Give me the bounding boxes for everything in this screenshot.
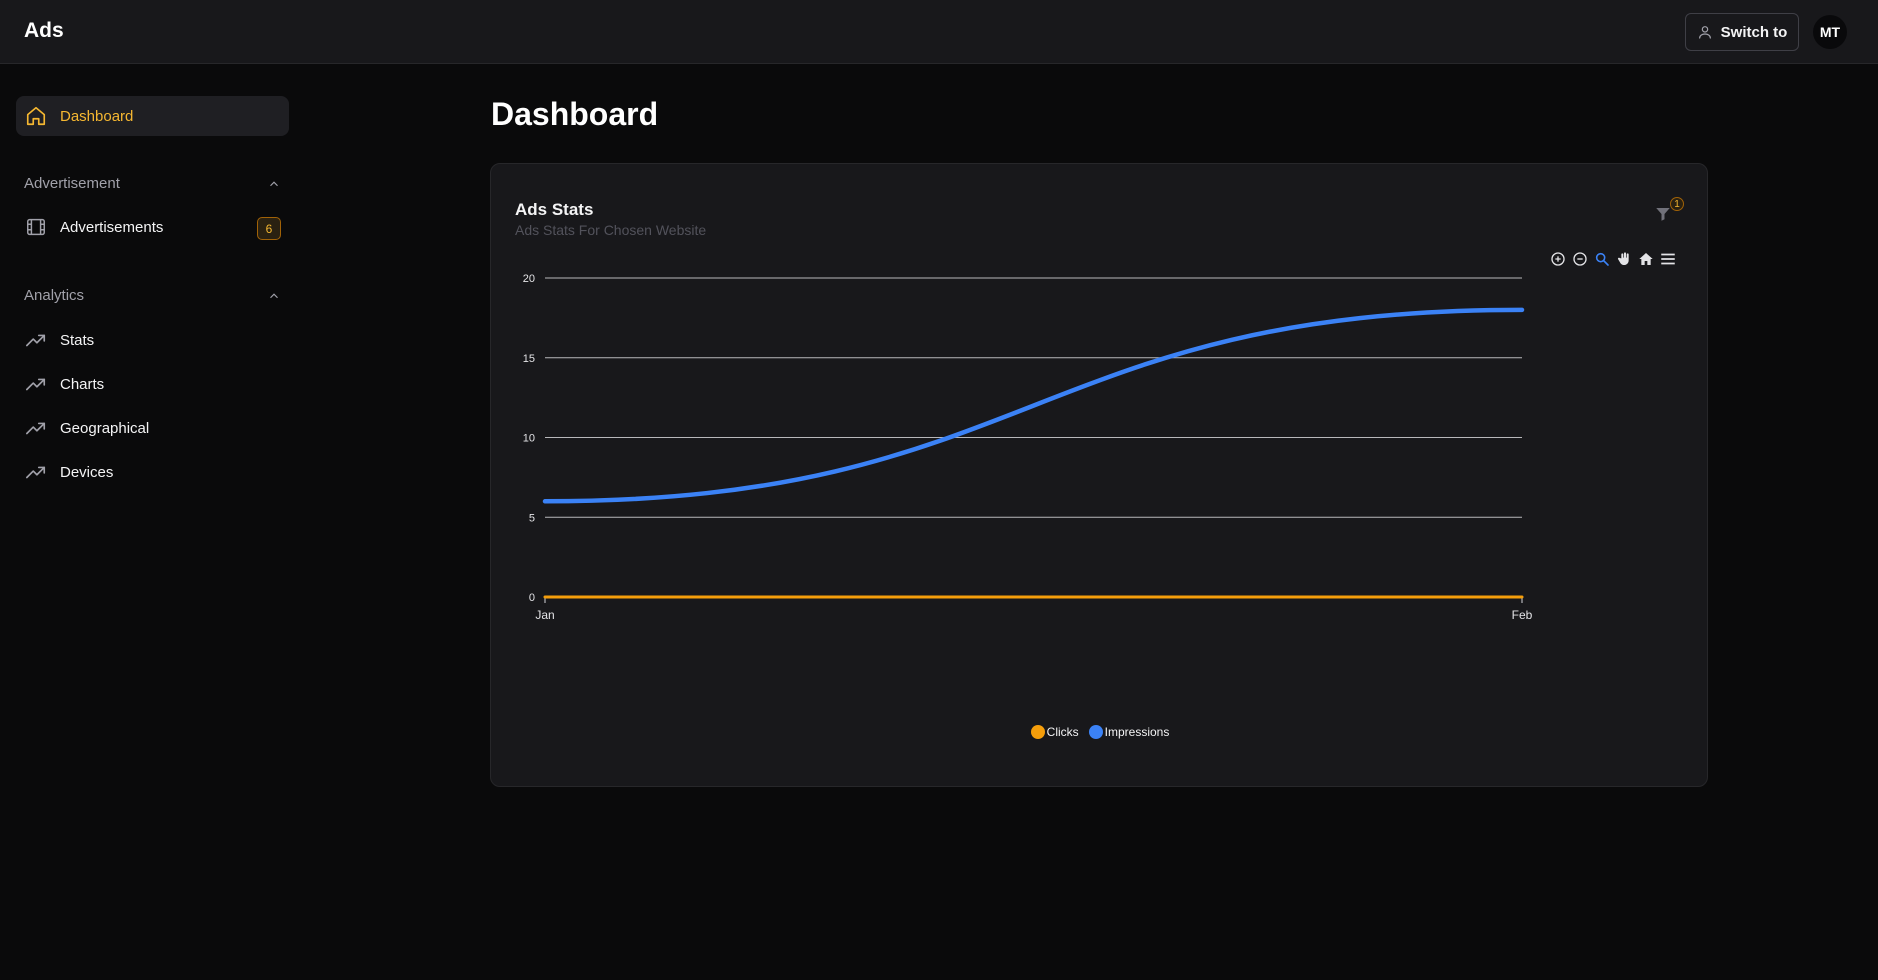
section-title: Analytics <box>24 287 85 304</box>
sidebar-item-charts[interactable]: Charts <box>16 364 289 404</box>
sidebar-item-geographical[interactable]: Geographical <box>16 408 289 448</box>
zoom-in-icon[interactable] <box>1549 250 1567 268</box>
legend-item-clicks[interactable]: Clicks <box>1030 725 1079 739</box>
y-tick-label: 15 <box>523 353 535 365</box>
chevron-up-icon <box>270 292 278 298</box>
sidebar: Dashboard Advertisement Advertisements 6… <box>0 65 300 980</box>
app-title: Ads <box>24 19 64 42</box>
sidebar-item-stats[interactable]: Stats <box>16 320 289 360</box>
page-title: Dashboard <box>491 96 659 132</box>
count-badge: 6 <box>257 217 281 240</box>
x-tick-label: Jan <box>535 608 554 622</box>
card-title: Ads Stats <box>515 200 594 219</box>
user-icon <box>1698 26 1711 39</box>
pan-hand-icon[interactable] <box>1615 250 1633 268</box>
sidebar-item-label: Devices <box>60 463 114 481</box>
chart-toolbar <box>1549 250 1677 268</box>
section-advertisement[interactable]: Advertisement <box>24 175 281 192</box>
avatar[interactable]: MT <box>1813 15 1847 49</box>
ads-stats-card: Ads Stats Ads Stats For Chosen Website 1… <box>490 163 1708 787</box>
filter-icon <box>1656 208 1670 221</box>
legend-item-impressions[interactable]: Impressions <box>1088 725 1170 739</box>
zoom-out-icon[interactable] <box>1571 250 1589 268</box>
sidebar-item-label: Geographical <box>60 419 150 437</box>
trending-up-icon <box>24 328 48 352</box>
y-tick-label: 5 <box>529 512 535 524</box>
y-tick-label: 10 <box>523 433 535 445</box>
film-icon <box>24 215 48 239</box>
legend-marker-impressions <box>1088 725 1103 739</box>
sidebar-item-label: Stats <box>60 331 95 349</box>
section-analytics[interactable]: Analytics <box>24 287 281 304</box>
legend-marker-clicks <box>1030 725 1045 739</box>
line-chart: 0 5 10 15 20 Jan Feb <box>523 273 1533 622</box>
chevron-up-icon <box>270 180 278 186</box>
switch-to-label: Switch to <box>1720 23 1788 41</box>
reset-home-icon[interactable] <box>1637 250 1655 268</box>
chart-legend: Clicks Impressions <box>491 725 1709 739</box>
series-line-impressions <box>542 307 1525 504</box>
sidebar-item-label: Dashboard <box>60 107 134 125</box>
top-bar: Ads Switch to MT <box>0 0 1878 64</box>
trending-up-icon <box>24 460 48 484</box>
legend-label: Clicks <box>1046 725 1079 739</box>
y-tick-label: 0 <box>529 592 535 604</box>
sidebar-item-label: Charts <box>60 375 105 393</box>
legend-label: Impressions <box>1104 725 1170 739</box>
home-icon <box>24 104 48 128</box>
sidebar-item-devices[interactable]: Devices <box>16 452 289 492</box>
switch-to-button[interactable]: Switch to <box>1685 13 1799 51</box>
sidebar-item-dashboard[interactable]: Dashboard <box>16 96 289 136</box>
sidebar-item-advertisements[interactable]: Advertisements 6 <box>16 207 289 247</box>
y-tick-label: 20 <box>523 273 535 285</box>
filter-button[interactable]: 1 <box>1654 197 1690 227</box>
section-title: Advertisement <box>24 175 120 192</box>
sidebar-item-label: Advertisements <box>60 218 164 236</box>
menu-icon[interactable] <box>1659 250 1677 268</box>
card-subtitle: Ads Stats For Chosen Website <box>515 222 707 238</box>
trending-up-icon <box>24 372 48 396</box>
trending-up-icon <box>24 416 48 440</box>
zoom-selection-icon[interactable] <box>1593 250 1611 268</box>
filter-count-badge: 1 <box>1670 197 1684 211</box>
x-tick-label: Feb <box>1512 608 1533 622</box>
